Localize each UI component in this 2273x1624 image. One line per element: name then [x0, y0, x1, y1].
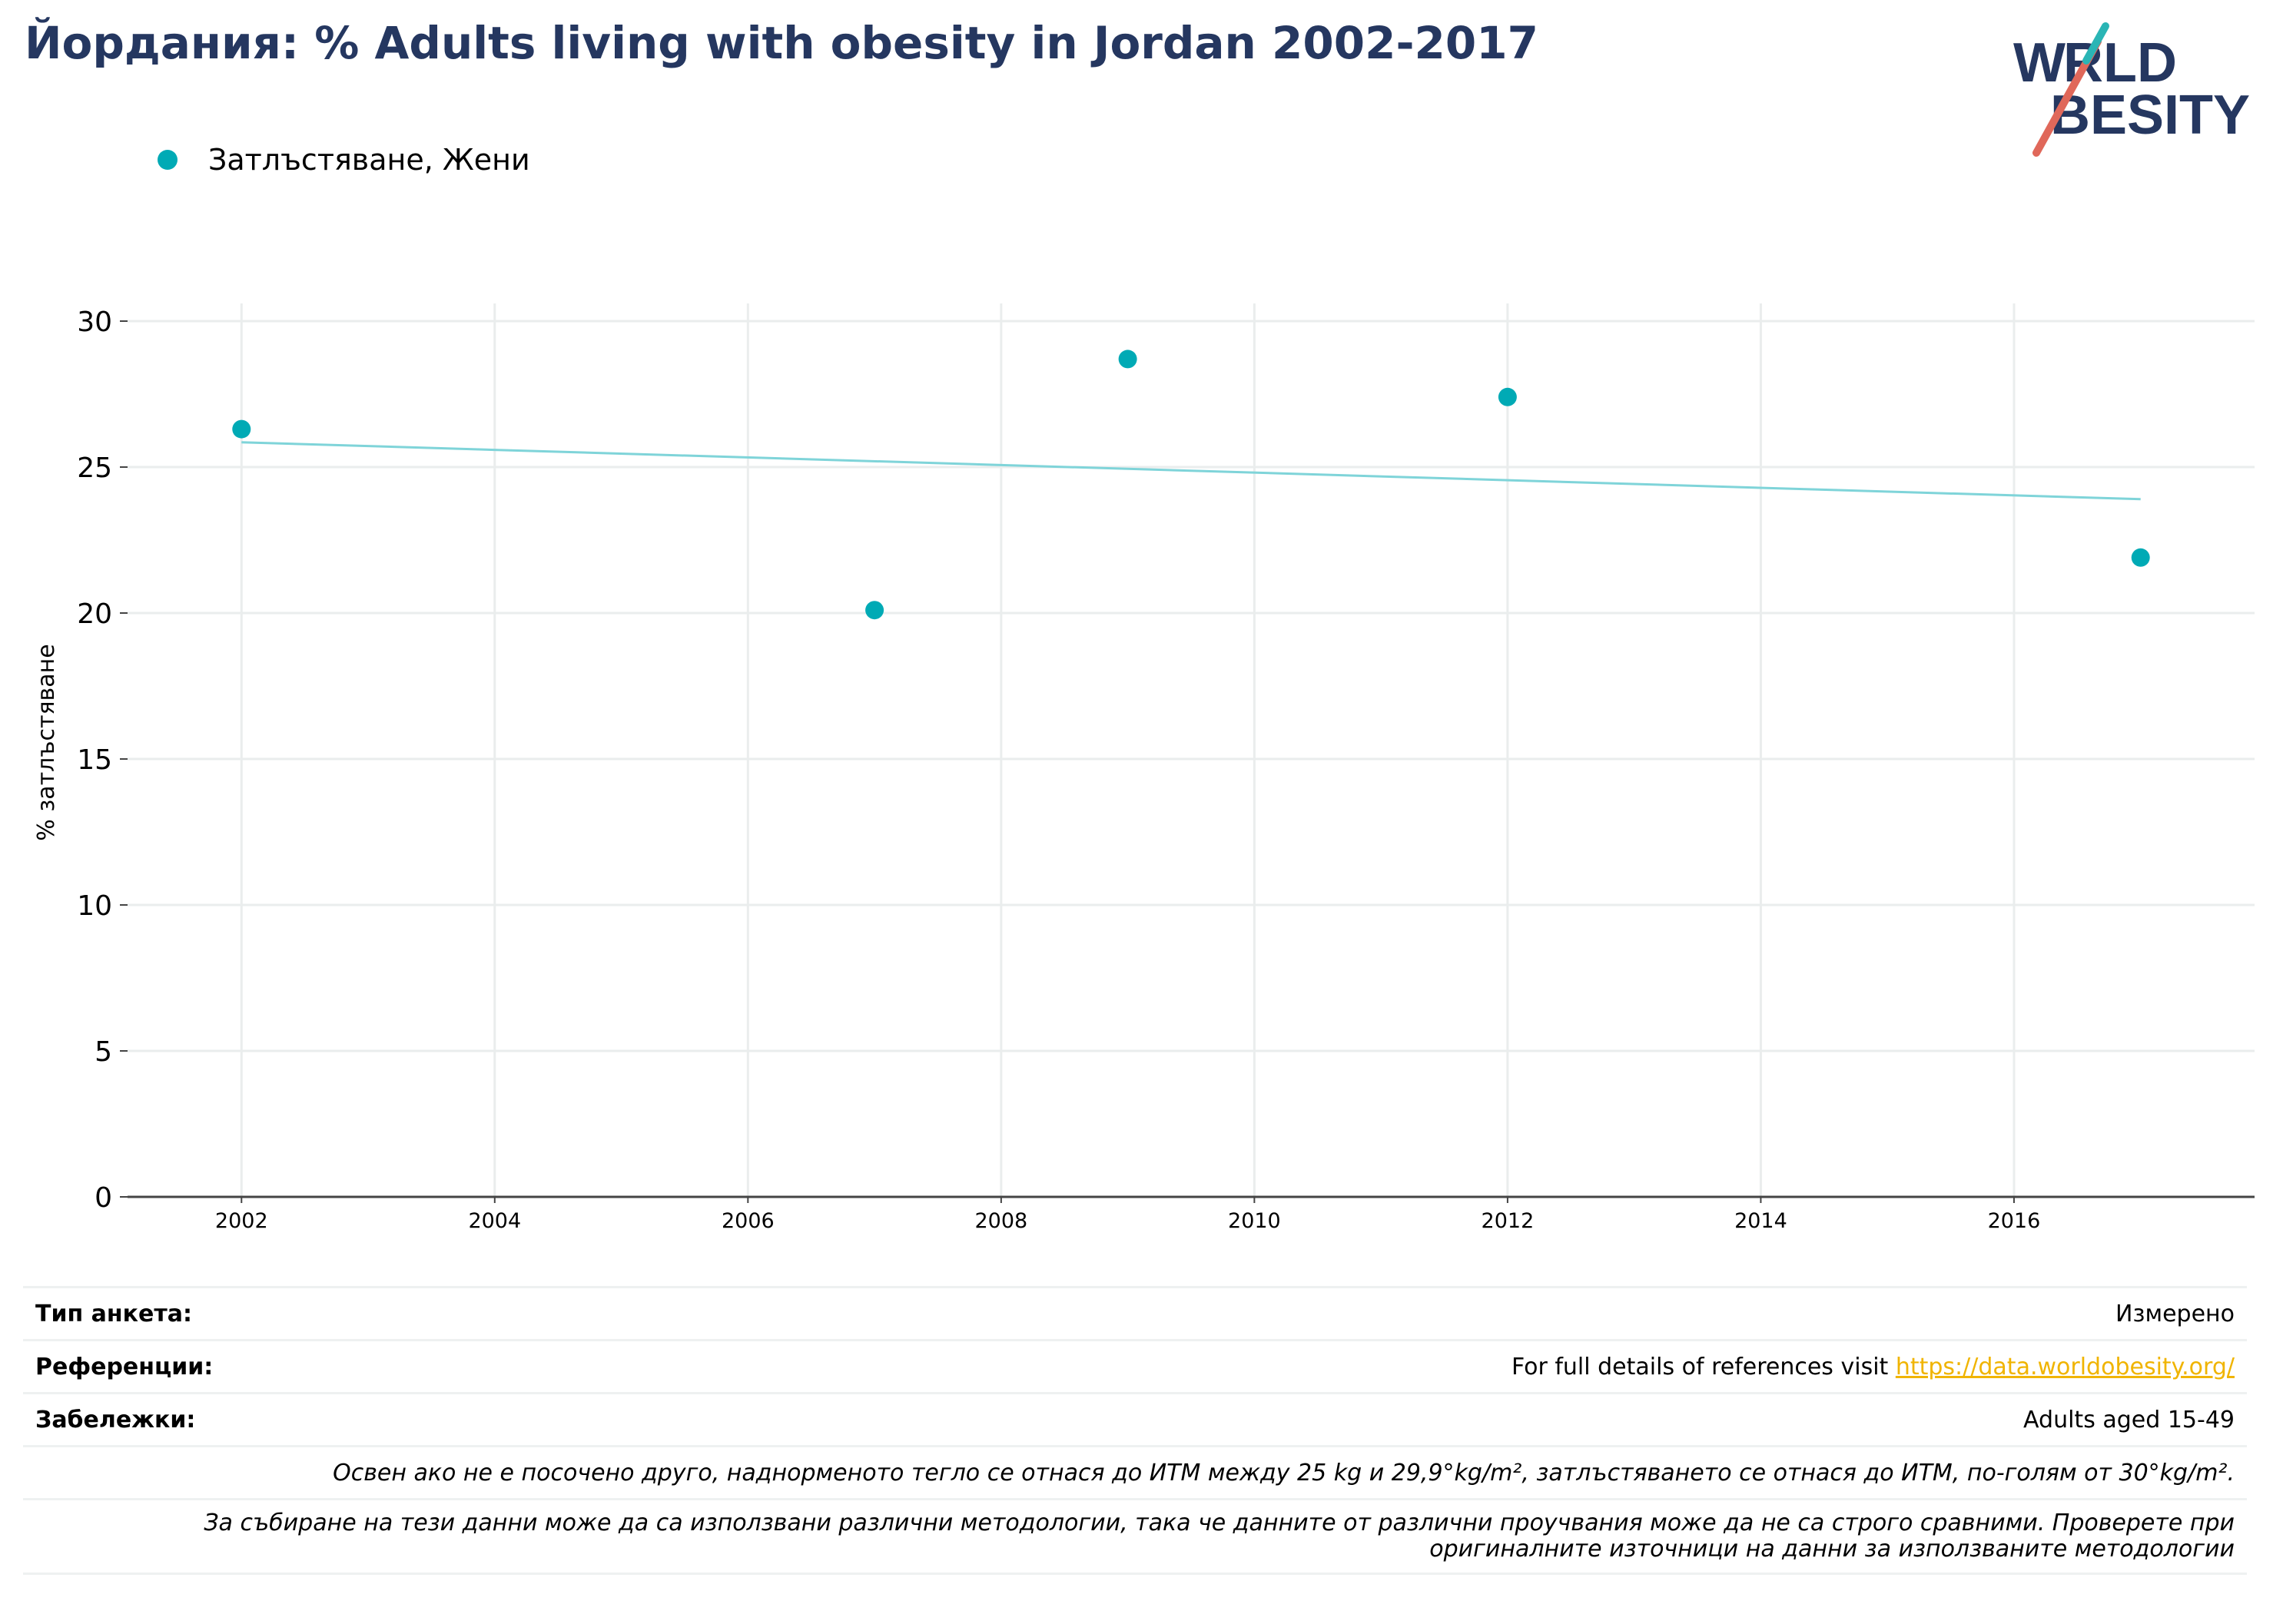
notes-value: Adults aged 15-49: [2023, 1406, 2235, 1433]
y-tick-label: 20: [77, 598, 112, 630]
y-tick-label: 5: [95, 1036, 112, 1068]
legend-marker: [158, 150, 178, 170]
x-tick-label: 2004: [468, 1209, 521, 1233]
trend-line: [241, 441, 2141, 501]
y-tick-label: 25: [77, 452, 112, 484]
references-row: Референции: For full details of referenc…: [23, 1339, 2247, 1392]
svg-text:BESITY: BESITY: [2050, 85, 2250, 146]
legend-label: Затлъстяване, Жени: [208, 143, 530, 177]
data-point: [2131, 548, 2150, 567]
y-tick-label: 30: [77, 307, 112, 338]
survey-type-value: Измерено: [2115, 1300, 2235, 1327]
chart-title: Йордания: % Adults living with obesity i…: [25, 17, 1538, 69]
chart-area: 0 5 10 15 20 25 30 2002 2004 2006 2008 2010 2012 2014…: [33, 303, 2255, 1233]
references-text: For full details of references visit: [1511, 1353, 1896, 1380]
y-tick-label: 0: [95, 1182, 112, 1214]
method-note: За събиране на тези данни може да са изп…: [204, 1510, 2235, 1563]
bmi-note: Освен ако не е посочено друго, наднормен…: [333, 1459, 2235, 1486]
data-point: [232, 419, 251, 439]
x-tick-label: 2014: [1734, 1209, 1787, 1233]
references-link[interactable]: https://data.worldobesity.org/: [1895, 1353, 2235, 1380]
references-value: For full details of references visit htt…: [1511, 1354, 2235, 1380]
notes-label: Забележки:: [35, 1406, 196, 1433]
y-tick-label: 15: [77, 744, 112, 776]
y-axis-label: % затлъстяване: [33, 644, 60, 840]
method-note-row: За събиране на тези данни може да са изп…: [23, 1498, 2247, 1575]
survey-type-row: Тип анкета: Измерено: [23, 1286, 2247, 1339]
data-point: [1498, 387, 1517, 406]
data-point: [865, 601, 884, 620]
x-tick-label: 2012: [1482, 1209, 1535, 1233]
info-table: Тип анкета: Измерено Референции: For ful…: [23, 1286, 2247, 1575]
svg-text:W: W: [2013, 32, 2066, 94]
survey-type-label: Тип анкета:: [35, 1300, 192, 1327]
x-tick-label: 2008: [974, 1209, 1027, 1233]
bmi-note-row: Освен ако не е посочено друго, наднормен…: [23, 1445, 2247, 1498]
y-tick-label: 10: [77, 890, 112, 922]
x-tick-label: 2002: [215, 1209, 268, 1233]
notes-row: Забележки: Adults aged 15-49: [23, 1392, 2247, 1445]
x-tick-label: 2010: [1228, 1209, 1281, 1233]
x-tick-label: 2016: [1988, 1209, 2041, 1233]
x-tick-label: 2006: [722, 1209, 775, 1233]
legend: Затлъстяване, Жени: [158, 137, 530, 183]
world-obesity-logo: W RLD BESITY: [2013, 22, 2250, 157]
data-point: [1118, 350, 1137, 369]
references-label: Референции:: [35, 1353, 214, 1380]
